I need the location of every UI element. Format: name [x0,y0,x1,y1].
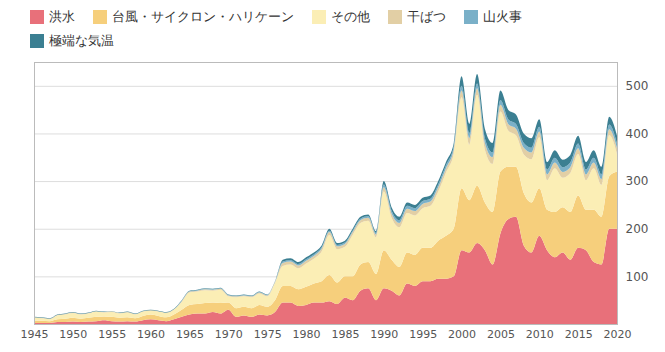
svg-text:500: 500 [626,79,649,93]
svg-text:1960: 1960 [137,328,165,341]
html-text:その他: その他 [331,9,370,24]
svg-text:2010: 2010 [526,328,554,341]
svg-text:1950: 1950 [59,328,87,341]
html-text:干ばつ: 干ばつ [407,9,446,24]
svg-text:100: 100 [626,270,649,284]
svg-text:1980: 1980 [293,328,321,341]
svg-text:1975: 1975 [254,328,282,341]
svg-text:1955: 1955 [98,328,126,341]
svg-text:400: 400 [626,127,649,141]
svg-text:2020: 2020 [604,328,632,341]
html-text:極端な気温: 極端な気温 [49,33,114,48]
svg-text:300: 300 [626,174,649,188]
html-text:洪水: 洪水 [49,9,75,24]
svg-text:2015: 2015 [565,328,593,341]
svg-text:1985: 1985 [331,328,359,341]
svg-text:200: 200 [626,222,649,236]
html-text:台風・サイクロン・ハリケーン: 台風・サイクロン・ハリケーン [112,9,294,24]
html-text:山火事: 山火事 [483,9,522,24]
svg-text:1990: 1990 [370,328,398,341]
svg-text:2005: 2005 [487,328,515,341]
svg-text:1945: 1945 [21,328,49,341]
svg-text:2000: 2000 [448,328,476,341]
svg-text:1995: 1995 [409,328,437,341]
svg-text:1965: 1965 [176,328,204,341]
svg-text:1970: 1970 [215,328,243,341]
